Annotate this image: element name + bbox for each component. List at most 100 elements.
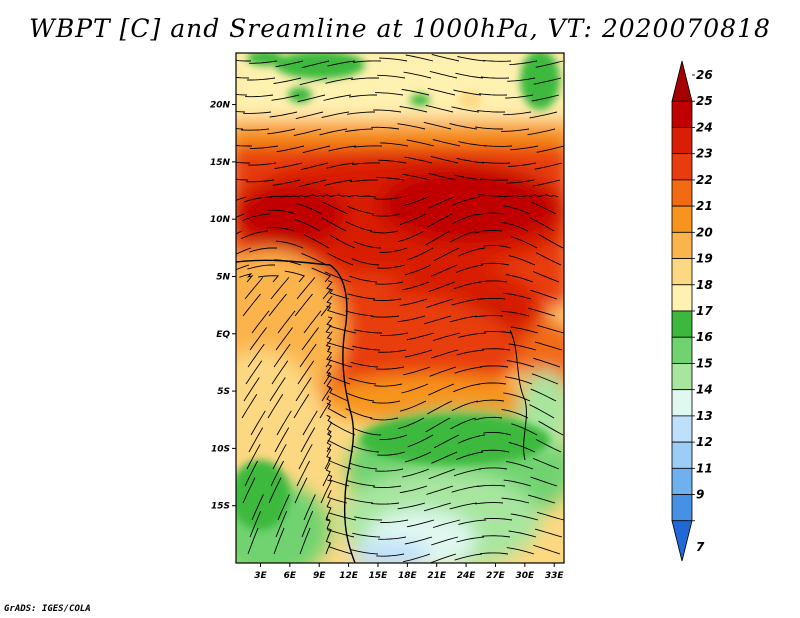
streamline bbox=[345, 310, 374, 317]
streamline bbox=[377, 451, 406, 456]
streamline bbox=[348, 194, 377, 198]
streamline bbox=[266, 227, 295, 232]
streamline bbox=[236, 179, 249, 181]
streamlines bbox=[236, 53, 564, 563]
streamline bbox=[511, 236, 538, 249]
streamline bbox=[423, 315, 452, 325]
streamline bbox=[407, 434, 434, 448]
streamline bbox=[271, 94, 300, 101]
streamline bbox=[298, 179, 327, 188]
colorbar-label: 21 bbox=[696, 199, 713, 213]
streamline bbox=[429, 70, 458, 79]
streamline bbox=[508, 255, 536, 266]
streamline bbox=[456, 536, 485, 543]
streamline bbox=[243, 377, 260, 402]
streamline bbox=[501, 408, 529, 419]
streamline bbox=[295, 377, 312, 402]
streamline bbox=[501, 221, 529, 232]
colorbar-label: 20 bbox=[696, 225, 713, 239]
streamline bbox=[423, 502, 452, 512]
streamline bbox=[371, 126, 400, 130]
streamline bbox=[482, 535, 511, 538]
streamline bbox=[480, 365, 509, 368]
lon-label: 3E bbox=[254, 571, 267, 581]
colorbar-label: 12 bbox=[696, 435, 713, 449]
streamline bbox=[483, 145, 513, 147]
streamline bbox=[242, 293, 261, 317]
streamline bbox=[373, 485, 402, 488]
streamline bbox=[451, 213, 479, 225]
lat-label: 10N bbox=[210, 215, 231, 225]
streamline bbox=[432, 139, 461, 147]
streamline bbox=[475, 315, 504, 318]
colorbar-label: 26 bbox=[696, 68, 713, 82]
streamline bbox=[455, 72, 484, 79]
colorbar-swatch bbox=[671, 310, 693, 338]
streamline bbox=[429, 553, 457, 563]
streamline bbox=[347, 293, 376, 300]
streamline bbox=[507, 77, 536, 82]
streamline bbox=[326, 371, 351, 385]
streamline bbox=[479, 467, 508, 470]
streamline bbox=[506, 461, 534, 470]
streamline bbox=[430, 155, 459, 164]
streamline bbox=[399, 106, 428, 113]
streamline bbox=[276, 145, 305, 153]
streamline bbox=[479, 93, 508, 96]
streamline bbox=[428, 172, 457, 181]
streamline bbox=[449, 502, 478, 510]
streamline bbox=[532, 271, 560, 283]
streamline bbox=[376, 366, 405, 370]
streamline bbox=[404, 536, 433, 545]
streamline bbox=[454, 366, 483, 374]
chart-title: WBPT [C] and Sreamline at 1000hPa, VT: 2… bbox=[29, 14, 771, 43]
streamline bbox=[401, 383, 429, 394]
streamline bbox=[351, 258, 380, 266]
grads-credit: GrADS: IGES/COLA bbox=[4, 604, 91, 614]
colorbar-label: 19 bbox=[696, 252, 713, 266]
streamline bbox=[397, 502, 426, 510]
lon-label: 24E bbox=[457, 571, 477, 581]
streamline bbox=[325, 347, 333, 368]
streamline bbox=[275, 60, 304, 68]
streamline bbox=[428, 468, 456, 480]
streamline bbox=[406, 139, 435, 147]
streamline bbox=[475, 502, 504, 505]
streamline bbox=[449, 123, 478, 130]
streamline bbox=[349, 94, 377, 98]
streamline bbox=[275, 510, 288, 538]
streamline bbox=[457, 56, 486, 62]
streamline bbox=[455, 451, 484, 461]
streamline bbox=[347, 205, 375, 215]
streamline bbox=[323, 194, 351, 198]
colorbar-label: 7 bbox=[696, 540, 705, 554]
streamline bbox=[354, 516, 383, 521]
streamline bbox=[274, 427, 290, 453]
streamline bbox=[268, 293, 287, 317]
colorbar-label: 25 bbox=[696, 94, 713, 108]
streamline bbox=[326, 430, 332, 453]
streamline bbox=[311, 267, 331, 283]
streamline bbox=[320, 295, 333, 317]
colorbar-swatch bbox=[671, 415, 693, 443]
streamline bbox=[535, 252, 562, 266]
streamline bbox=[377, 74, 406, 79]
streamline bbox=[529, 404, 555, 419]
streamline bbox=[326, 342, 355, 351]
streamline bbox=[269, 377, 286, 402]
streamline bbox=[535, 60, 564, 68]
streamline bbox=[242, 213, 271, 221]
streamline bbox=[345, 221, 373, 232]
streamline bbox=[297, 94, 326, 103]
streamline bbox=[268, 477, 282, 504]
streamline bbox=[535, 439, 562, 453]
streamline bbox=[273, 77, 302, 84]
streamline bbox=[535, 341, 563, 351]
streamline bbox=[349, 275, 378, 283]
streamline bbox=[506, 179, 535, 184]
streamline bbox=[269, 111, 298, 118]
streamline bbox=[373, 109, 402, 113]
streamline bbox=[300, 162, 329, 171]
lon-label: 18E bbox=[398, 571, 418, 581]
